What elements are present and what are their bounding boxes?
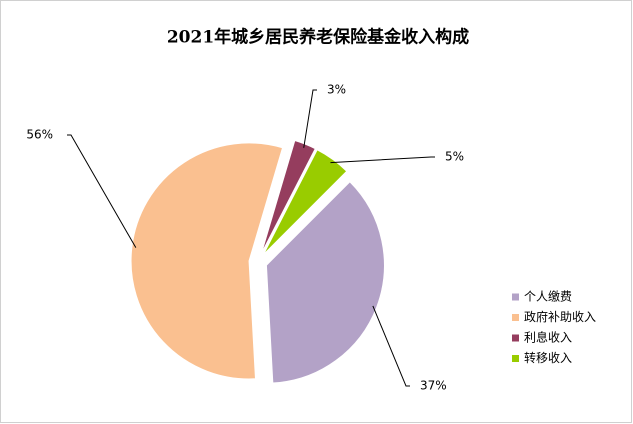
data-label: 56% <box>26 128 53 142</box>
chart-title: 2021年城乡居民养老保险基金收入构成 <box>167 27 469 48</box>
legend-label: 个人缴费 <box>524 289 572 304</box>
data-label: 37% <box>420 379 447 393</box>
legend-label: 政府补助收入 <box>524 309 596 324</box>
legend-swatch <box>512 355 519 362</box>
pie-slice <box>260 139 316 254</box>
legend-label: 利息收入 <box>524 330 572 345</box>
leader-line <box>303 89 317 148</box>
leader-line <box>372 305 410 387</box>
leader-line <box>330 156 435 164</box>
legend-swatch <box>512 334 519 342</box>
legend-swatch <box>512 314 519 321</box>
pie-slice <box>262 149 348 256</box>
pie-slice <box>265 181 385 384</box>
data-label: 3% <box>327 83 346 97</box>
pie-slice <box>130 142 284 380</box>
legend-label: 转移收入 <box>524 350 572 365</box>
legend-swatch <box>512 293 519 301</box>
data-label: 5% <box>445 150 464 164</box>
leader-line <box>67 134 137 248</box>
